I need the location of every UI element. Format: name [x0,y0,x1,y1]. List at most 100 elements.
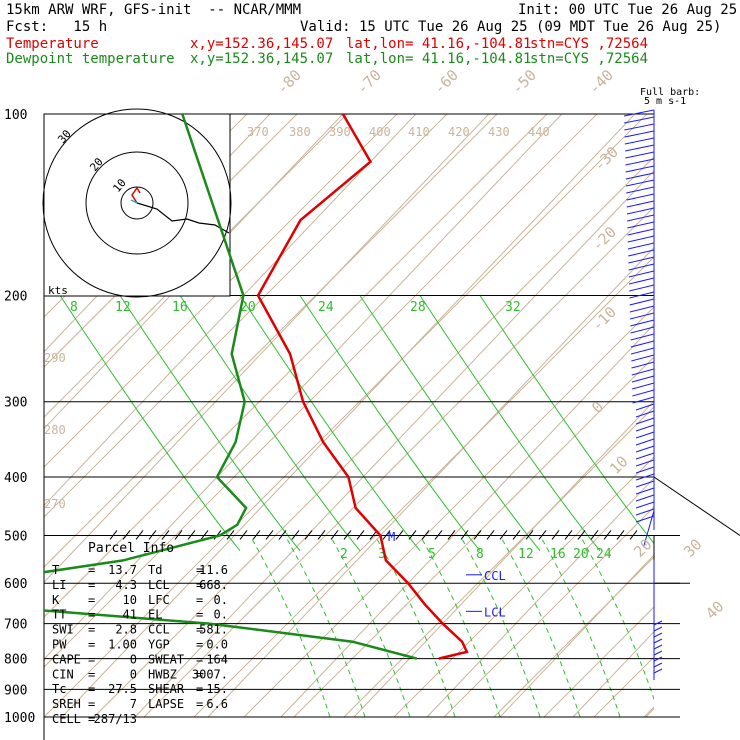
right-axis-frame [653,114,740,584]
mixing-ratio-label: 28 [410,300,426,315]
moist-adiabat-line [419,295,601,552]
wind-barb [653,650,663,656]
parcel-value: 10 [123,593,137,607]
parcel-eq: = [88,712,95,726]
level-hatch [174,530,183,540]
isotherm-line [353,400,654,718]
pressure-tick-label: 1000 [4,711,35,726]
parcel-eq: = [88,608,95,622]
parcel-eq: = [88,563,95,577]
isotherm-line [280,323,654,718]
parcel-eq: = [196,697,203,711]
wind-barb [632,396,655,404]
parcel-key: SWI [52,623,74,637]
mixing-ratio-line [459,535,541,718]
parcel-value: 4.3 [115,578,137,592]
dewpoint-station: stn=CYS ,72564 [530,51,649,67]
wind-barb [630,340,655,348]
wind-barb [627,221,655,229]
parcel-key: PW [52,638,67,652]
dry-adiabat-line [293,356,654,718]
mixing-ratio-line [419,535,501,718]
isotherm-line [61,114,636,718]
parcel-eq: = [88,593,95,607]
wind-barb [653,644,663,650]
wind-barb [631,375,655,383]
parcel-value: 0. [214,608,228,622]
mixing-ratio-line [249,535,331,718]
parcel-key: SHEAR [148,682,185,696]
wind-barb [629,284,655,292]
wind-barb [631,354,655,362]
isotherm-line [134,169,654,718]
level-hatch [304,530,313,540]
isotherm-label: -20 [588,223,620,255]
hodograph-ring [42,108,232,298]
mixing-ratio-line [579,535,654,701]
wind-barb [624,116,655,124]
dry-adiabat-line [443,506,654,718]
theta-label: 370 [247,125,269,139]
parcel-key: LFC [148,593,170,607]
barb-legend-label: Full barb: [640,87,700,98]
parcel-info-title: Parcel Info [88,541,174,556]
isotherm-label: -50 [508,66,540,98]
wind-barb [635,438,655,446]
isotherm-label: -40 [585,66,617,98]
hodograph-trace-low [131,186,141,204]
wind-barb [626,200,655,208]
valid-time: Valid: 15 UTC Tue 26 Aug 25 (09 MDT Tue … [300,19,722,35]
wind-barb [629,312,655,320]
level-hatch [239,530,248,540]
dry-adiabat-line [44,114,448,518]
barb-legend-units: 5 m s-1 [644,96,686,107]
mixing-ratio-label: 32 [505,300,521,315]
init-time: Init: 00 UTC Tue 26 Aug 25 [518,2,738,18]
level-hatch [148,530,157,540]
isotherm-label: -30 [590,143,622,175]
wind-barb [630,333,655,341]
wind-barb [635,473,655,481]
mixing-ratio-label: 20 [573,547,589,562]
parcel-key: TT [52,608,66,622]
parcel-eq: = [196,578,203,592]
level-hatch [109,530,118,540]
level-hatch [577,530,586,540]
level-hatch [265,530,274,540]
wind-barb [635,452,655,460]
isotherm-line [719,114,740,717]
wind-barb [625,179,655,187]
mixing-ratio-label: 5 [428,547,436,562]
wind-barb [628,263,655,271]
pressure-tick-label: 500 [4,529,27,544]
wind-barb [625,165,655,173]
wind-barb [653,668,663,674]
hodograph-ring [85,151,189,255]
wind-barb [629,291,655,299]
parcel-key: CIN [52,667,74,681]
moist-adiabat-line [59,295,241,552]
parcel-key: SWEAT [148,652,184,666]
level-hatch [122,530,131,540]
wind-barb [629,305,655,313]
parcel-eq: = [88,667,95,681]
parcel-eq: = [88,578,95,592]
parcel-value: 0. [214,593,228,607]
mixing-ratio-line [284,535,366,718]
wind-barb [635,466,655,474]
level-hatch [421,530,430,540]
theta-label: 410 [408,125,430,139]
parcel-key: Tc [52,682,66,696]
wind-barb [635,410,655,418]
parcel-value: 668. [199,578,228,592]
theta-label: 400 [369,125,391,139]
wind-barb [623,109,655,117]
parcel-eq: = [196,623,203,637]
temperature-legend-label: Temperature [6,36,99,52]
parcel-value: 13.7 [108,563,137,577]
level-hatch [187,530,196,540]
theta-label: 270 [44,497,66,511]
forecast-hour: Fcst: 15 h [6,19,108,35]
level-hatch [278,530,287,540]
parcel-eq: = [196,638,203,652]
